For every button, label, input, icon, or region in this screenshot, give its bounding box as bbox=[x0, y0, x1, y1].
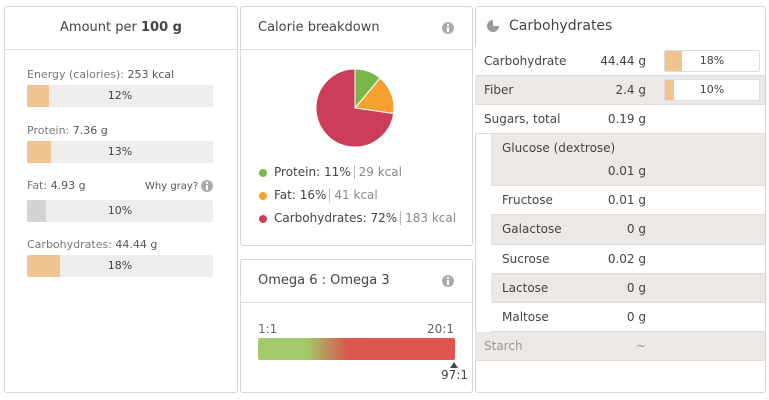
table-row: Lactose 0 g bbox=[491, 274, 765, 303]
row-amount: 0 g bbox=[626, 310, 646, 324]
info-icon[interactable] bbox=[441, 274, 455, 288]
row-amount: 0.19 g bbox=[607, 112, 646, 126]
legend-kcal: 41 kcal bbox=[329, 188, 378, 202]
divider bbox=[5, 49, 237, 50]
row-name: Starch bbox=[484, 339, 523, 353]
pie-slice bbox=[315, 68, 395, 148]
label-amount: 4.93 g bbox=[50, 179, 86, 192]
panel-title: Calorie breakdown bbox=[258, 20, 380, 35]
row-amount: 0.02 g bbox=[607, 252, 646, 266]
legend-kcal: 29 kcal bbox=[353, 165, 402, 179]
legend-dot bbox=[259, 169, 267, 177]
progress-fill bbox=[27, 141, 52, 163]
row-name: Lactose bbox=[502, 281, 549, 295]
legend-percent: 11% bbox=[323, 165, 351, 179]
row-name: Galactose bbox=[502, 222, 562, 236]
row-name: Glucose (dextrose) bbox=[502, 141, 616, 155]
table-row: Glucose (dextrose) 0.01 g bbox=[491, 134, 765, 186]
row-name: Maltose bbox=[502, 310, 549, 324]
progress-track: 12% bbox=[27, 85, 213, 107]
row-name: Fructose bbox=[502, 193, 553, 207]
row-amount: ~ bbox=[635, 339, 646, 353]
ratio-value: 97:1 bbox=[441, 368, 468, 382]
label-name: Fat: bbox=[27, 179, 48, 192]
label-amount: 7.36 g bbox=[72, 124, 108, 137]
progress-label: 18% bbox=[699, 54, 725, 67]
legend-percent: 16% bbox=[299, 188, 327, 202]
label-name: Energy (calories): bbox=[27, 68, 124, 81]
pie-icon bbox=[487, 20, 499, 32]
row-name: Sugars, total bbox=[484, 112, 561, 126]
nutrient-label: Energy (calories): 253 kcal bbox=[27, 68, 174, 81]
scale-start: 1:1 bbox=[258, 322, 278, 336]
row-amount: 0 g bbox=[626, 222, 646, 236]
legend-item: Carbohydrates: 72% 183 kcal bbox=[274, 211, 457, 225]
progress-track: 13% bbox=[27, 141, 213, 163]
label-name: Protein: bbox=[27, 124, 70, 137]
divider bbox=[241, 302, 472, 303]
progress-label: 12% bbox=[107, 89, 133, 102]
row-name: Fiber bbox=[484, 83, 514, 97]
info-icon[interactable] bbox=[441, 21, 455, 35]
why-gray: Why gray? bbox=[145, 181, 199, 192]
label-amount: 253 kcal bbox=[127, 68, 175, 81]
table-row: Starch ~ bbox=[475, 332, 765, 361]
legend-name: Carbohydrates: bbox=[274, 211, 367, 225]
progress-fill bbox=[27, 85, 50, 107]
progress-fill bbox=[27, 200, 46, 222]
nutrient-label: Protein: 7.36 g bbox=[27, 124, 108, 137]
progress-track: 10% bbox=[27, 200, 213, 222]
progress-label: 10% bbox=[107, 204, 133, 217]
progress-track: 10% bbox=[664, 79, 760, 101]
legend-item: Protein: 11% 29 kcal bbox=[274, 165, 402, 179]
legend-dot bbox=[259, 215, 267, 223]
legend-kcal: 183 kcal bbox=[400, 211, 457, 225]
row-amount: 2.4 g bbox=[615, 83, 646, 97]
header-amount: 100 g bbox=[141, 20, 182, 35]
ratio-marker bbox=[450, 362, 458, 368]
nutrients-panel: Amount per 100 g bbox=[4, 6, 238, 393]
progress-track: 18% bbox=[664, 50, 760, 72]
row-name: Carbohydrate bbox=[484, 54, 567, 68]
row-name: Sucrose bbox=[502, 252, 550, 266]
progress-fill bbox=[665, 51, 682, 71]
nutrient-label: Carbohydrates: 44.44 g bbox=[27, 238, 157, 251]
row-amount: 0.01 g bbox=[607, 164, 646, 178]
progress-label: 13% bbox=[107, 145, 133, 158]
table-row: Sugars, total 0.19 g bbox=[475, 105, 765, 134]
table-row: Sucrose 0.02 g bbox=[491, 245, 765, 274]
info-icon[interactable] bbox=[200, 179, 214, 193]
header-prefix: Amount per bbox=[60, 20, 137, 35]
label-name: Carbohydrates: bbox=[27, 238, 112, 251]
progress-fill bbox=[27, 255, 61, 277]
label-amount: 44.44 g bbox=[115, 238, 158, 251]
scale-end: 20:1 bbox=[427, 322, 454, 336]
row-amount: 0 g bbox=[626, 281, 646, 295]
divider bbox=[241, 49, 472, 50]
progress-fill bbox=[665, 80, 675, 100]
nutrient-label: Fat: 4.93 g bbox=[27, 179, 86, 192]
row-amount: 44.44 g bbox=[600, 54, 646, 68]
table-row: Maltose 0 g bbox=[491, 303, 765, 332]
panel-title: Amount per 100 g bbox=[5, 20, 237, 35]
progress-label: 18% bbox=[107, 259, 133, 272]
legend-name: Protein: bbox=[274, 165, 321, 179]
panel-title: Carbohydrates bbox=[509, 18, 613, 34]
progress-track: 18% bbox=[27, 255, 213, 277]
row-amount: 0.01 g bbox=[607, 193, 646, 207]
table-row: Fructose 0.01 g bbox=[491, 186, 765, 215]
legend-item: Fat: 16% 41 kcal bbox=[274, 188, 378, 202]
omega-panel: Omega 6 : Omega 3 1:1 20:1 97:1 bbox=[240, 259, 473, 393]
pie-chart bbox=[315, 68, 395, 148]
legend-dot bbox=[259, 192, 267, 200]
table-row: Galactose 0 g bbox=[491, 215, 765, 245]
ratio-bar bbox=[258, 338, 455, 360]
legend-name: Fat: bbox=[274, 188, 296, 202]
progress-label: 10% bbox=[699, 83, 725, 96]
panel-title: Omega 6 : Omega 3 bbox=[258, 273, 390, 288]
legend-percent: 72% bbox=[370, 211, 398, 225]
